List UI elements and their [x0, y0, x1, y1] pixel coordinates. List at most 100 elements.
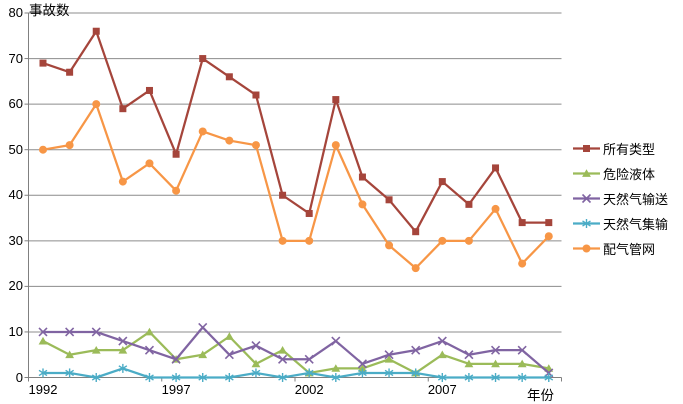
triangle-marker: [65, 350, 75, 359]
triangle-marker: [91, 345, 101, 354]
x-marker: [144, 345, 155, 355]
triangle-legend-marker: [573, 169, 600, 177]
asterisk-marker: [198, 374, 208, 381]
x-marker: [464, 350, 474, 360]
square-marker: [465, 200, 473, 208]
y-tick-label: 30: [8, 232, 23, 248]
circle-marker: [39, 145, 47, 154]
y-tick-label: 60: [8, 96, 23, 112]
triangle-marker: [224, 332, 234, 340]
square-marker: [92, 27, 100, 35]
asterisk-marker: [384, 369, 394, 377]
triangle-marker: [384, 355, 394, 363]
asterisk-marker: [544, 374, 554, 381]
x-marker: [304, 354, 314, 364]
triangle-marker: [331, 364, 341, 372]
legend-label: 配气管网: [603, 242, 656, 257]
square-marker: [119, 105, 127, 113]
series-line: [43, 326, 550, 374]
x-tick-label: 2007: [427, 382, 457, 397]
asterisk-marker: [171, 374, 181, 381]
square-marker: [545, 219, 553, 227]
square-marker: [438, 178, 446, 186]
x-marker: [198, 322, 208, 332]
y-tick-label: 80: [8, 5, 23, 20]
x-tick-label: 1997: [161, 382, 191, 397]
circle-marker: [225, 136, 234, 145]
legend-label: 天然气集输: [603, 217, 669, 232]
triangle-marker: [251, 359, 261, 368]
circle-marker: [65, 141, 74, 150]
asterisk-marker: [38, 369, 48, 377]
square-marker: [385, 196, 393, 204]
asterisk-marker: [464, 374, 474, 381]
y-tick-label: 0: [15, 369, 23, 385]
square-marker: [225, 73, 233, 81]
triangle-marker: [517, 359, 527, 368]
triangle-marker: [198, 350, 208, 359]
legend-item: 所有类型: [573, 136, 668, 161]
circle-marker: [251, 141, 260, 150]
x-marker: [91, 327, 101, 337]
y-tick-label: 70: [8, 50, 23, 66]
asterisk-marker: [91, 374, 101, 381]
x-marker: [38, 327, 48, 337]
circle-marker: [518, 259, 527, 268]
triangle-marker: [118, 345, 128, 354]
asterisk-marker: [331, 374, 341, 381]
x-marker: [171, 354, 181, 364]
x-marker: [118, 336, 128, 346]
circle-marker: [411, 264, 420, 273]
x-marker: [278, 354, 288, 364]
triangle-marker: [278, 345, 287, 354]
x-marker: [65, 327, 75, 337]
asterisk-marker: [118, 365, 128, 372]
series-line: [42, 330, 549, 375]
x-tick-label: 2002: [294, 382, 324, 397]
circle-marker: [385, 241, 394, 250]
x-marker: [437, 336, 447, 346]
series-line: [42, 103, 550, 270]
x-tick-label: 1992: [28, 382, 58, 397]
circle-marker: [92, 100, 101, 109]
legend-item: 天然气集输: [573, 211, 668, 236]
square-marker: [332, 96, 340, 104]
triangle-marker: [358, 364, 367, 372]
series-line: [43, 367, 549, 379]
square-marker: [412, 228, 420, 236]
circle-marker: [331, 141, 340, 150]
x-marker: [384, 350, 394, 360]
legend: 所有类型 危险液体天然气输送天然气集输配气管网: [573, 136, 668, 261]
asterisk-marker: [145, 374, 154, 381]
circle-marker: [198, 127, 207, 136]
asterisk-marker: [65, 369, 75, 377]
legend-label: 天然气输送: [603, 192, 669, 207]
asterisk-marker: [224, 374, 234, 381]
square-marker: [492, 164, 500, 172]
asterisk-marker: [278, 374, 287, 381]
square-marker: [518, 219, 526, 227]
asterisk-marker: [517, 374, 527, 381]
x-marker: [331, 336, 341, 346]
triangle-marker: [38, 336, 48, 345]
series-line: [42, 30, 549, 233]
circle-legend-marker: [573, 244, 600, 253]
x-marker: [411, 345, 421, 355]
square-marker: [39, 59, 47, 67]
square-marker: [252, 91, 260, 99]
square-marker: [145, 86, 153, 94]
y-axis-title: 事故数: [29, 3, 70, 18]
asterisk-marker: [251, 369, 261, 377]
circle-marker: [172, 186, 181, 195]
asterisk-marker: [304, 369, 314, 377]
circle-marker: [544, 232, 553, 241]
square-legend-marker: [573, 145, 600, 152]
x-marker: [251, 341, 261, 351]
y-tick-label: 40: [8, 187, 23, 203]
x-marker: [224, 350, 234, 360]
x-marker: [357, 359, 368, 369]
square-marker: [199, 55, 207, 63]
legend-item: 危险液体: [573, 161, 668, 186]
